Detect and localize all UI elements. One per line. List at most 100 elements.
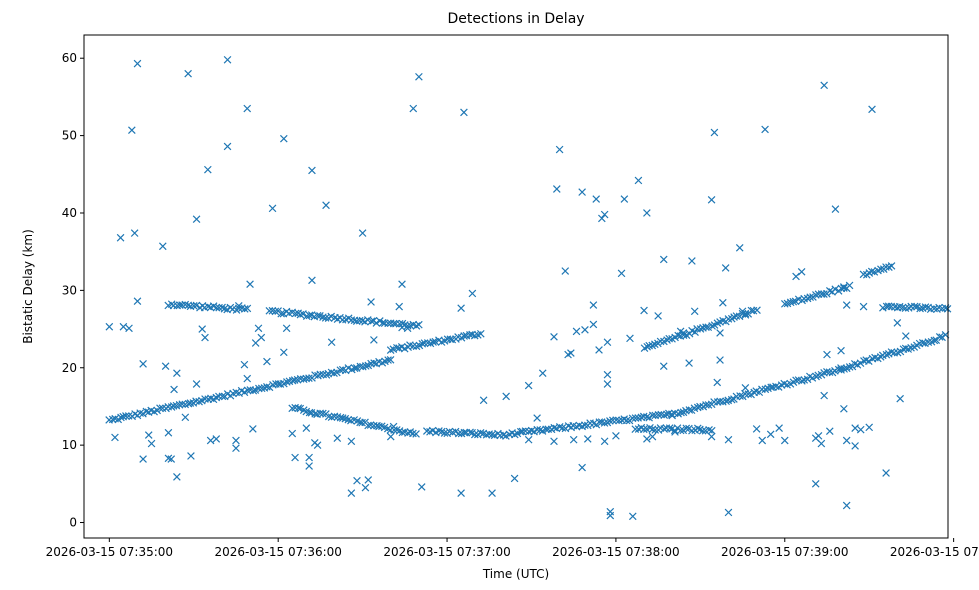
data-point (198, 325, 207, 333)
data-point (479, 396, 488, 405)
y-axis-label: Bistatic Delay (km) (21, 229, 35, 344)
data-point (254, 324, 263, 333)
data-point (722, 397, 730, 406)
data-point (935, 333, 944, 341)
data-point (409, 429, 417, 438)
data-point (693, 325, 701, 333)
data-point (702, 323, 710, 332)
data-point (721, 264, 730, 272)
data-point (290, 376, 299, 384)
data-point (460, 332, 468, 340)
data-point (364, 421, 372, 430)
data-point (690, 307, 699, 316)
data-point (476, 429, 485, 437)
data-point (370, 359, 378, 367)
data-point (901, 332, 910, 340)
data-point (693, 424, 702, 433)
data-point (840, 365, 848, 373)
data-point (882, 469, 890, 477)
data-point (583, 435, 592, 443)
data-point (308, 276, 316, 285)
data-point (617, 269, 626, 278)
x-axis-ticks: 2026-03-15 07:35:00 2026-03-15 07:36:00 20… (46, 538, 979, 559)
data-point (732, 312, 741, 320)
data-point (592, 195, 601, 203)
data-point (544, 425, 553, 433)
data-point (600, 210, 609, 219)
data-point (550, 332, 558, 341)
data-point (856, 359, 865, 367)
data-point (243, 304, 252, 313)
data-point (775, 424, 783, 432)
data-point (603, 370, 612, 379)
data-point (249, 425, 257, 433)
data-point (249, 386, 258, 395)
data-point (797, 267, 806, 276)
data-point (279, 348, 288, 357)
data-point (415, 72, 423, 81)
data-markers (105, 55, 952, 521)
data-point (336, 413, 345, 422)
x-tick-label: 2026-03-15 07:37:00 (383, 545, 510, 559)
x-tick-label: 2026-03-15 07:38:00 (552, 545, 679, 559)
data-point (384, 319, 392, 328)
data-point (758, 436, 767, 445)
data-point (313, 441, 322, 449)
data-point (643, 435, 651, 443)
data-point (735, 243, 744, 252)
data-point (682, 424, 691, 433)
data-point (316, 370, 325, 379)
data-point (206, 436, 215, 445)
data-point (831, 205, 840, 213)
data-point (243, 374, 252, 383)
data-point (136, 409, 144, 417)
y-tick-label: 40 (62, 206, 77, 220)
data-point (415, 320, 423, 329)
data-point (710, 128, 719, 137)
data-point (877, 265, 885, 273)
data-point (305, 462, 313, 470)
data-point (139, 455, 147, 463)
data-point (820, 81, 828, 90)
data-point (283, 378, 291, 386)
data-point (223, 142, 232, 151)
data-point (361, 362, 370, 370)
data-point (338, 315, 347, 324)
data-point (277, 309, 286, 318)
data-point (707, 432, 716, 441)
data-point (178, 301, 186, 309)
data-point (656, 337, 665, 346)
data-point (851, 442, 859, 450)
data-point (817, 439, 826, 448)
data-point (212, 303, 221, 312)
data-point (350, 364, 359, 373)
data-point (167, 403, 176, 411)
x-tick-label: 2026-03-15 07:35:00 (46, 545, 173, 559)
data-point (460, 108, 468, 117)
data-point (409, 342, 417, 350)
data-point (116, 233, 125, 242)
data-point (741, 384, 750, 392)
data-point (470, 430, 479, 439)
data-point (820, 290, 828, 298)
data-point (719, 298, 727, 307)
data-point (338, 365, 347, 374)
data-point (232, 436, 240, 445)
data-point (147, 439, 156, 448)
data-point (158, 242, 167, 251)
data-point (761, 125, 769, 134)
data-point (676, 426, 685, 435)
data-point (291, 453, 299, 462)
data-point (164, 428, 173, 437)
data-point (845, 281, 854, 290)
data-point (386, 432, 395, 441)
data-point (589, 301, 598, 309)
data-point (218, 392, 227, 401)
data-point (144, 431, 153, 439)
data-point (772, 382, 780, 391)
data-point (457, 429, 466, 438)
data-point (766, 430, 775, 439)
data-point (321, 314, 330, 322)
data-point (457, 489, 465, 497)
data-point (347, 489, 356, 497)
